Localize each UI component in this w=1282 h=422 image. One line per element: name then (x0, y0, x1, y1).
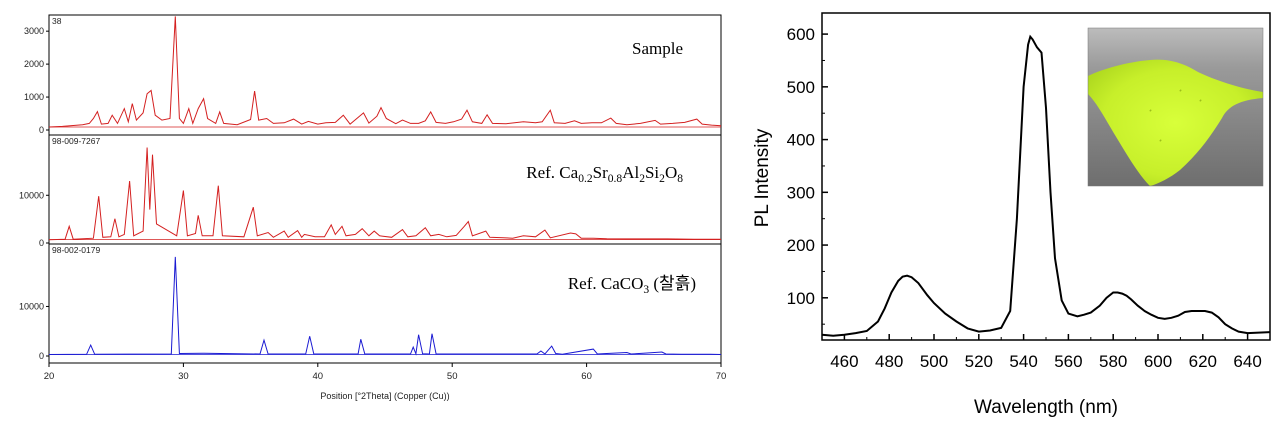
pl-x-tick-label: 600 (1144, 352, 1172, 371)
xrd-x-tick-label: 60 (581, 371, 592, 382)
pl-chart: 460 480 500 520 540 560 580 600 620 640 100 200 300 4… (752, 12, 1271, 418)
pl-y-tick-label: 400 (787, 131, 815, 150)
xrd-chart: 010002000300038Sample01000098-009-7267Re… (19, 14, 727, 401)
label-part: Sample (632, 39, 683, 58)
xrd-x-axis-label: Position [°2Theta] (Copper (Cu)) (320, 391, 449, 401)
xrd-y-tick-label: 0 (39, 351, 44, 361)
xrd-pattern-line-1 (48, 16, 722, 128)
xrd-x-tick-label: 50 (447, 371, 458, 382)
xrd-series-label: Ref. CaCO3 (찰흙) (568, 274, 696, 296)
label-part: Si (645, 163, 659, 182)
label-part: (찰흙) (649, 274, 696, 293)
xrd-x-tick-label: 20 (44, 371, 55, 382)
xrd-y-tick-label: 3000 (24, 26, 44, 36)
xrd-pattern-line-3 (48, 256, 722, 356)
subscript: 3 (643, 283, 649, 296)
pl-x-tick-label: 620 (1189, 352, 1217, 371)
pl-x-tick-label: 500 (920, 352, 948, 371)
pl-y-tick-label: 600 (787, 25, 815, 44)
label-part: Ref. CaCO (568, 274, 644, 293)
inset-photo (1087, 27, 1264, 187)
subscript: 2 (659, 172, 665, 185)
xrd-panel-id: 38 (52, 16, 62, 26)
xrd-y-tick-label: 1000 (24, 92, 44, 102)
pl-y-tick-label: 500 (787, 78, 815, 97)
pl-x-tick-label: 520 (965, 352, 993, 371)
xrd-frame (48, 14, 722, 364)
pl-x-tick-label: 480 (875, 352, 903, 371)
subscript: 2 (639, 172, 645, 185)
xrd-series-label: Ref. Ca0.2Sr0.8Al2Si2O8 (526, 163, 683, 185)
label-part: Ref. Ca (526, 163, 578, 182)
subscript: 0.2 (578, 172, 593, 185)
xrd-x-tick-label: 70 (716, 371, 727, 382)
pl-x-tick-label: 560 (1054, 352, 1082, 371)
xrd-y-tick-label: 0 (39, 238, 44, 248)
label-part: Sr (593, 163, 608, 182)
xrd-y-tick-label: 2000 (24, 59, 44, 69)
xrd-panel-id: 98-002-0179 (52, 245, 100, 255)
label-part: O (665, 163, 677, 182)
pl-spectrum-line (821, 34, 1271, 337)
pl-y-axis-label: PL Intensity (752, 128, 773, 227)
pl-x-tick-label: 460 (830, 352, 858, 371)
xrd-panel-id: 98-009-7267 (52, 136, 100, 146)
xrd-pattern-line-2 (48, 147, 721, 241)
xrd-y-tick-label: 10000 (19, 301, 44, 311)
xrd-y-tick-label: 0 (39, 125, 44, 135)
pl-y-tick-label: 200 (787, 236, 815, 255)
xrd-x-tick-label: 40 (313, 371, 324, 382)
label-part: Al (622, 163, 639, 182)
pl-x-tick-label: 580 (1099, 352, 1127, 371)
xrd-series-label: Sample (632, 39, 683, 58)
pl-x-axis-label: Wavelength (nm) (974, 397, 1118, 418)
pl-x-tick-label: 640 (1233, 352, 1261, 371)
pl-y-tick-label: 100 (787, 289, 815, 308)
pl-y-tick-label: 300 (787, 183, 815, 202)
pl-x-tick-label: 540 (1009, 352, 1037, 371)
xrd-x-tick-label: 30 (178, 371, 189, 382)
subscript: 8 (677, 172, 683, 185)
subscript: 0.8 (608, 172, 623, 185)
xrd-y-tick-label: 10000 (19, 190, 44, 200)
